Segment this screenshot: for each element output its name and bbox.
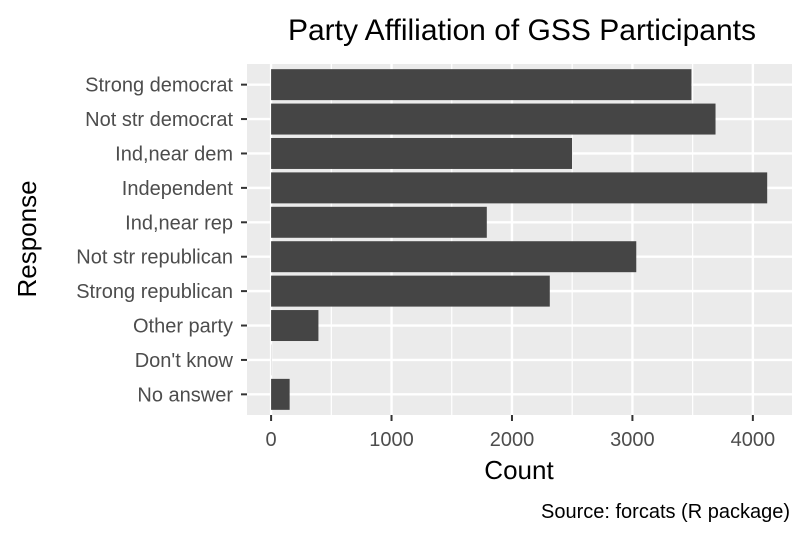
bar [271, 103, 716, 135]
bar [271, 69, 692, 101]
x-tick-label: 1000 [369, 429, 414, 451]
bar [271, 310, 319, 342]
y-tick-label: Independent [122, 178, 234, 200]
y-tick-label: Not str republican [76, 247, 233, 269]
y-tick-label: Ind,near dem [115, 143, 233, 165]
chart-title: Party Affiliation of GSS Participants [288, 14, 756, 47]
x-axis: 0 1000 2000 3000 4000 [266, 415, 776, 451]
x-tick-label: 0 [266, 429, 277, 451]
y-tick-label: Strong democrat [85, 75, 233, 97]
y-tick-label: Don't know [135, 350, 234, 372]
x-tick-label: 2000 [490, 429, 535, 451]
y-tick-label: Not str democrat [85, 109, 233, 131]
x-tick-label: 4000 [731, 429, 776, 451]
bar [271, 206, 487, 238]
y-axis: Strong democrat Not str democrat Ind,near … [76, 75, 247, 406]
y-tick-label: Other party [133, 316, 233, 338]
y-tick-label: No answer [137, 384, 233, 406]
bar [271, 137, 573, 169]
bar [271, 275, 550, 307]
bars [271, 69, 768, 410]
bar [271, 172, 768, 204]
bar [271, 241, 637, 273]
caption: Source: forcats (R package) [541, 501, 790, 523]
y-tick-label: Ind,near rep [125, 212, 233, 234]
x-tick-label: 3000 [610, 429, 655, 451]
bar [271, 378, 290, 410]
y-axis-title: Response [12, 180, 42, 297]
y-tick-label: Strong republican [76, 281, 233, 303]
x-axis-title: Count [484, 455, 554, 485]
